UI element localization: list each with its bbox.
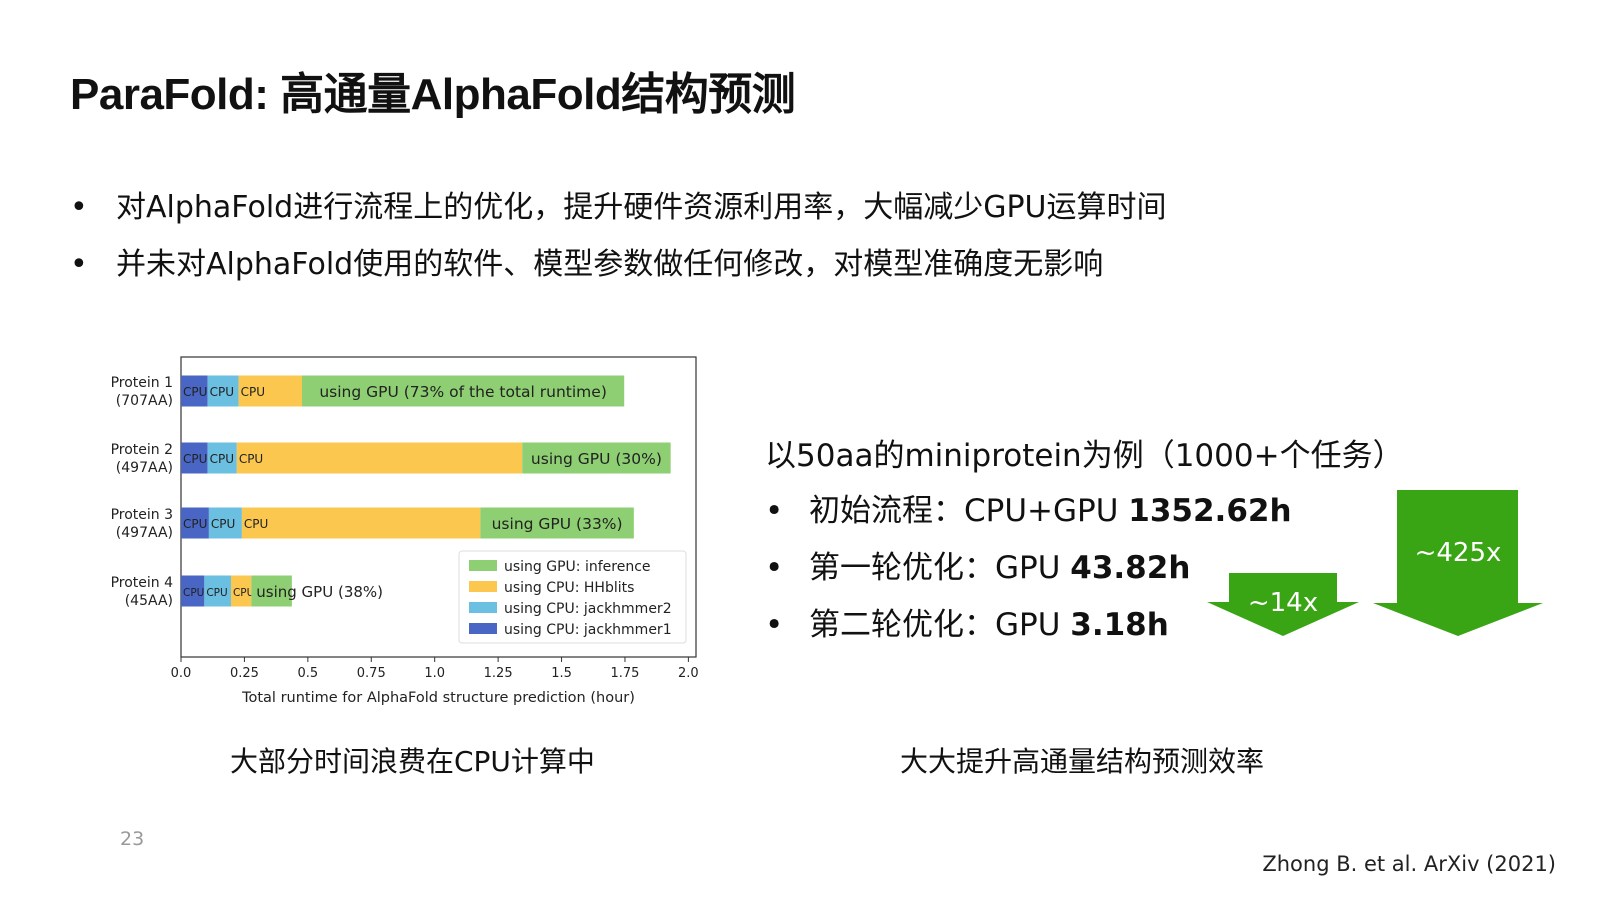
bar-segment [204, 575, 231, 607]
slide-title: ParaFold: 高通量AlphaFold结构预测 [70, 70, 796, 119]
item-value: 1352.62h [1128, 493, 1292, 529]
segment-label: CPU [233, 587, 254, 599]
segment-label: using GPU (73% of the total runtime) [319, 383, 607, 401]
segment-label: CPU [206, 587, 227, 599]
bullet-list: 对AlphaFold进行流程上的优化，提升硬件资源利用率，大幅减少GPU运算时间… [70, 183, 1167, 297]
plot-frame [180, 356, 697, 658]
legend-label: using CPU: jackhmmer2 [504, 601, 672, 617]
segment-label: CPU [183, 452, 207, 466]
arrow-shape [1373, 490, 1543, 636]
legend-swatch [469, 623, 497, 634]
bullet-item: 并未对AlphaFold使用的软件、模型参数做任何修改，对模型准确度无影响 [70, 240, 1167, 297]
item-label: 初始流程：CPU+GPU [809, 493, 1129, 529]
category-size-label: (45AA) [125, 593, 173, 609]
speedup-arrow-small: ~14x [1207, 573, 1359, 636]
speedup-label-small: ~14x [1248, 588, 1318, 618]
runtime-bar-chart: 0.0 0.25 0.5 0.75 1.0 1.25 1.5 1.75 2.0 Total run… [111, 356, 699, 706]
bar-segment [207, 375, 239, 407]
bar-segment [251, 575, 292, 607]
bar-segment [181, 575, 205, 607]
bar-segment [302, 375, 625, 407]
legend-swatch [469, 581, 497, 592]
optimization-list: 初始流程：CPU+GPU 1352.62h 第一轮优化：GPU 43.82h 第… [765, 487, 1292, 658]
bar-segment [236, 442, 523, 474]
legend-label: using CPU: HHblits [504, 580, 634, 596]
x-tick-label: 1.0 [424, 666, 445, 681]
item-value: 3.18h [1070, 607, 1169, 643]
bar-segment [241, 507, 481, 539]
segment-label: CPU [241, 385, 265, 399]
bar-segment [522, 442, 671, 474]
bar-segment [181, 442, 208, 474]
x-tick-label: 0.75 [357, 666, 386, 681]
category-size-label: (497AA) [116, 460, 173, 476]
x-axis-label: Total runtime for AlphaFold structure pr… [241, 690, 635, 706]
legend-swatch [469, 602, 497, 613]
x-tick-label: 0.25 [230, 666, 259, 681]
segment-label: CPU [210, 385, 234, 399]
item-value: 43.82h [1070, 550, 1191, 586]
segment-label: using GPU (33%) [492, 515, 623, 533]
x-tick-label: 1.25 [484, 666, 513, 681]
segment-label: CPU [244, 517, 268, 531]
optimization-item-round2: 第二轮优化：GPU 3.18h [765, 601, 1292, 658]
item-label: 第二轮优化：GPU [809, 607, 1071, 643]
x-tick-label: 0.0 [171, 666, 192, 681]
page-number: 23 [120, 828, 145, 850]
bar-segment [208, 507, 242, 539]
segment-label: CPU [183, 385, 207, 399]
category-label: Protein 2 [111, 442, 173, 458]
speedup-arrows: ~14x ~425x [1207, 490, 1543, 636]
segment-label: CPU [239, 452, 263, 466]
speedup-label-large: ~425x [1415, 538, 1502, 568]
category-label: Protein 4 [111, 575, 174, 591]
optimization-item-original: 初始流程：CPU+GPU 1352.62h [765, 487, 1292, 544]
category-size-label: (497AA) [116, 525, 173, 541]
segment-label: using GPU (38%) [256, 583, 383, 601]
x-tick-label: 0.5 [298, 666, 319, 681]
bar-segment [238, 375, 303, 407]
segment-label: CPU [211, 517, 235, 531]
speedup-arrow-large: ~425x [1373, 490, 1543, 636]
category-size-label: (707AA) [116, 393, 173, 409]
legend-box [458, 550, 687, 644]
bar-segment [480, 507, 634, 539]
optimization-item-round1: 第一轮优化：GPU 43.82h [765, 544, 1292, 601]
x-tick-label: 2.0 [678, 666, 699, 681]
speedup-caption: 大大提升高通量结构预测效率 [900, 745, 1265, 778]
legend-label: using GPU: inference [504, 559, 651, 575]
item-label: 第一轮优化：GPU [809, 550, 1071, 586]
arrow-shape [1207, 573, 1359, 636]
segment-label: CPU [183, 517, 207, 531]
citation: Zhong B. et al. ArXiv (2021) [1262, 852, 1556, 876]
chart-caption: 大部分时间浪费在CPU计算中 [230, 745, 595, 778]
example-heading: 以50aa的miniprotein为例（1000+个任务） [765, 438, 1404, 474]
category-label: Protein 1 [111, 375, 173, 391]
bar-segment [207, 442, 237, 474]
segment-label: CPU [210, 452, 234, 466]
x-tick-label: 1.75 [610, 666, 639, 681]
legend-label: using CPU: jackhmmer1 [504, 622, 672, 638]
category-label: Protein 3 [111, 507, 173, 523]
legend-swatch [469, 560, 497, 571]
segment-label: CPU [183, 587, 204, 599]
segment-label: using GPU (30%) [531, 450, 662, 468]
bar-segment [181, 507, 209, 539]
bar-segment [181, 375, 208, 407]
x-tick-label: 1.5 [551, 666, 572, 681]
bullet-item: 对AlphaFold进行流程上的优化，提升硬件资源利用率，大幅减少GPU运算时间 [70, 183, 1167, 240]
bar-segment [230, 575, 252, 607]
